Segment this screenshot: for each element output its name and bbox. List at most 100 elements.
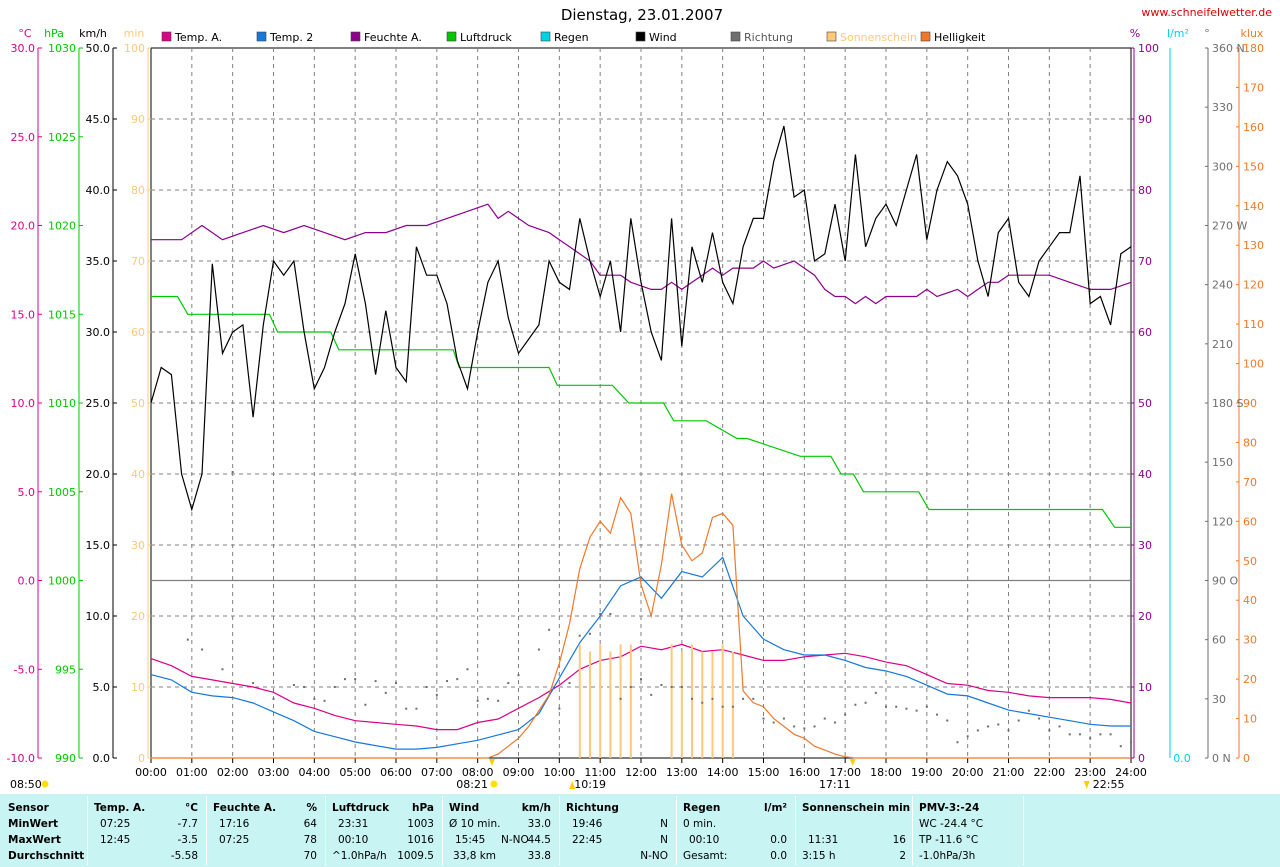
legend-label: Temp. A.	[174, 31, 222, 44]
direction-point	[201, 648, 204, 651]
direction-point	[660, 684, 663, 687]
humidity-axis-tick-label: 90	[1138, 113, 1152, 126]
richtung-avg: N-NO	[640, 850, 668, 862]
separator	[325, 796, 326, 865]
temp-unit: °C	[185, 802, 198, 814]
direction-point	[323, 699, 326, 702]
direction-point	[231, 471, 234, 474]
richtung-head: Richtung	[566, 802, 619, 814]
direction-point	[680, 686, 683, 688]
sunshine-axis-tick-label: 20	[131, 610, 145, 623]
wind-axis-tick-label: 20.0	[86, 468, 111, 481]
sun-icon	[41, 780, 49, 788]
x-tick-label: 10:00	[543, 766, 575, 779]
klux-axis-tick-label: 50	[1243, 555, 1257, 568]
x-tick-label: 07:00	[421, 766, 453, 779]
klux-axis-tick-label: 70	[1243, 476, 1257, 489]
direction-point	[507, 682, 510, 685]
chart-area: 00:00 01:00 02:00 03:00 04:00 05:00 06:00 07:00…	[7, 6, 1273, 791]
direction-point	[752, 697, 755, 700]
direction-point	[578, 634, 581, 637]
luftdruck-head: Luftdruck	[332, 802, 390, 814]
separator	[87, 796, 88, 865]
regen-total-label: Gesamt:	[683, 850, 728, 862]
direction-point	[1007, 729, 1010, 732]
x-tick-label: 06:00	[380, 766, 412, 779]
luftdruck-line	[151, 295, 1131, 528]
marker-label: 10:19	[574, 778, 606, 791]
humidity-axis-tick-label: 80	[1138, 184, 1152, 197]
separator	[912, 796, 913, 865]
feuchte-avg: 70	[303, 850, 317, 862]
label-maxwert: MaxWert	[8, 834, 61, 846]
sunrise-marker	[488, 759, 495, 766]
direction-point	[537, 648, 540, 651]
direction-point	[568, 682, 571, 685]
summary-col-regen: Regen l/m² 0 min. 00:10 0.0 Gesamt: 0.0	[677, 794, 795, 867]
marker-label: 08:21	[456, 778, 488, 791]
direction-point	[833, 721, 836, 724]
direction-point	[384, 691, 387, 694]
temp-axis-tick-label: 10.0	[11, 397, 36, 410]
feuchte-head: Feuchte A.	[213, 802, 277, 814]
feuchte-min-time: 17:16	[219, 818, 250, 830]
legend-label: Wind	[649, 31, 677, 44]
wind-avg10: 33.0	[527, 818, 551, 830]
direction-point	[854, 703, 857, 706]
temp-avg: -5.58	[170, 850, 198, 862]
wind-axis-tick-label: 30.0	[86, 326, 111, 339]
direction-point	[415, 707, 418, 710]
direction-point	[476, 699, 479, 702]
temp-axis-tick-label: 15.0	[11, 308, 36, 321]
direction-point	[1038, 717, 1041, 720]
sunshine-axis-tick-label: 40	[131, 468, 145, 481]
wind-axis-tick-label: 50.0	[86, 42, 111, 55]
direction-axis-tick-label: 120	[1212, 515, 1233, 528]
direction-point	[650, 693, 653, 696]
sunshine-axis-tick-label: 50	[131, 397, 145, 410]
legend-swatch	[635, 31, 646, 42]
feuchte-unit: %	[306, 802, 317, 814]
klux-axis-tick-label: 90	[1243, 397, 1257, 410]
pressure-axis-tick-label: 995	[55, 663, 76, 676]
direction-axis-tick-label: 210	[1212, 338, 1233, 351]
direction-point	[588, 632, 591, 635]
temp-axis-tick-label: 20.0	[11, 220, 36, 233]
direction-point	[364, 703, 367, 706]
luftdruck-unit: hPa	[412, 802, 434, 814]
sunshine-axis-tick-label: 10	[131, 681, 145, 694]
direction-point	[895, 705, 898, 708]
wind-axis-tick-label: 0.0	[93, 752, 111, 765]
separator	[795, 796, 796, 865]
wind-axis-tick-label: 10.0	[86, 610, 111, 623]
humidity-axis-tick-label: 40	[1138, 468, 1152, 481]
x-tick-label: 17:00	[829, 766, 861, 779]
direction-point	[823, 717, 826, 720]
chart-title: Dienstag, 23.01.2007	[561, 6, 723, 24]
sonne-avg: 2	[899, 850, 906, 862]
direction-point	[292, 684, 295, 687]
direction-point	[844, 713, 847, 716]
direction-point	[711, 697, 714, 700]
klux-axis-tick-label: 110	[1243, 318, 1264, 331]
direction-point	[629, 686, 632, 688]
legend-label: Sonnenschein	[840, 31, 917, 44]
legend-swatch	[161, 31, 172, 42]
wind-axis-tick-label: 15.0	[86, 539, 111, 552]
direction-point	[517, 674, 520, 677]
x-tick-label: 09:00	[503, 766, 535, 779]
feuchte-max-time: 07:25	[219, 834, 250, 846]
axis-unit: hPa	[44, 27, 64, 40]
x-tick-label: 16:00	[788, 766, 820, 779]
temp-axis-tick-label: 25.0	[11, 131, 36, 144]
direction-axis-tick-label: 180 S	[1212, 397, 1243, 410]
direction-axis-tick-label: 30	[1212, 693, 1226, 706]
label-durchschnitt: Durchschnitt	[8, 850, 85, 862]
luftdruck-min: 1003	[407, 818, 434, 830]
humidity-axis-tick-label: 0	[1138, 752, 1145, 765]
pmv-pressure-trend: -1.0hPa/3h	[919, 850, 976, 862]
regen-unit: l/m²	[764, 802, 787, 814]
summary-table: Sensor MinWert MaxWert Durchschnitt Temp…	[0, 794, 1280, 867]
klux-axis-tick-label: 150	[1243, 160, 1264, 173]
temp-axis-tick-label: 0.0	[18, 575, 36, 588]
